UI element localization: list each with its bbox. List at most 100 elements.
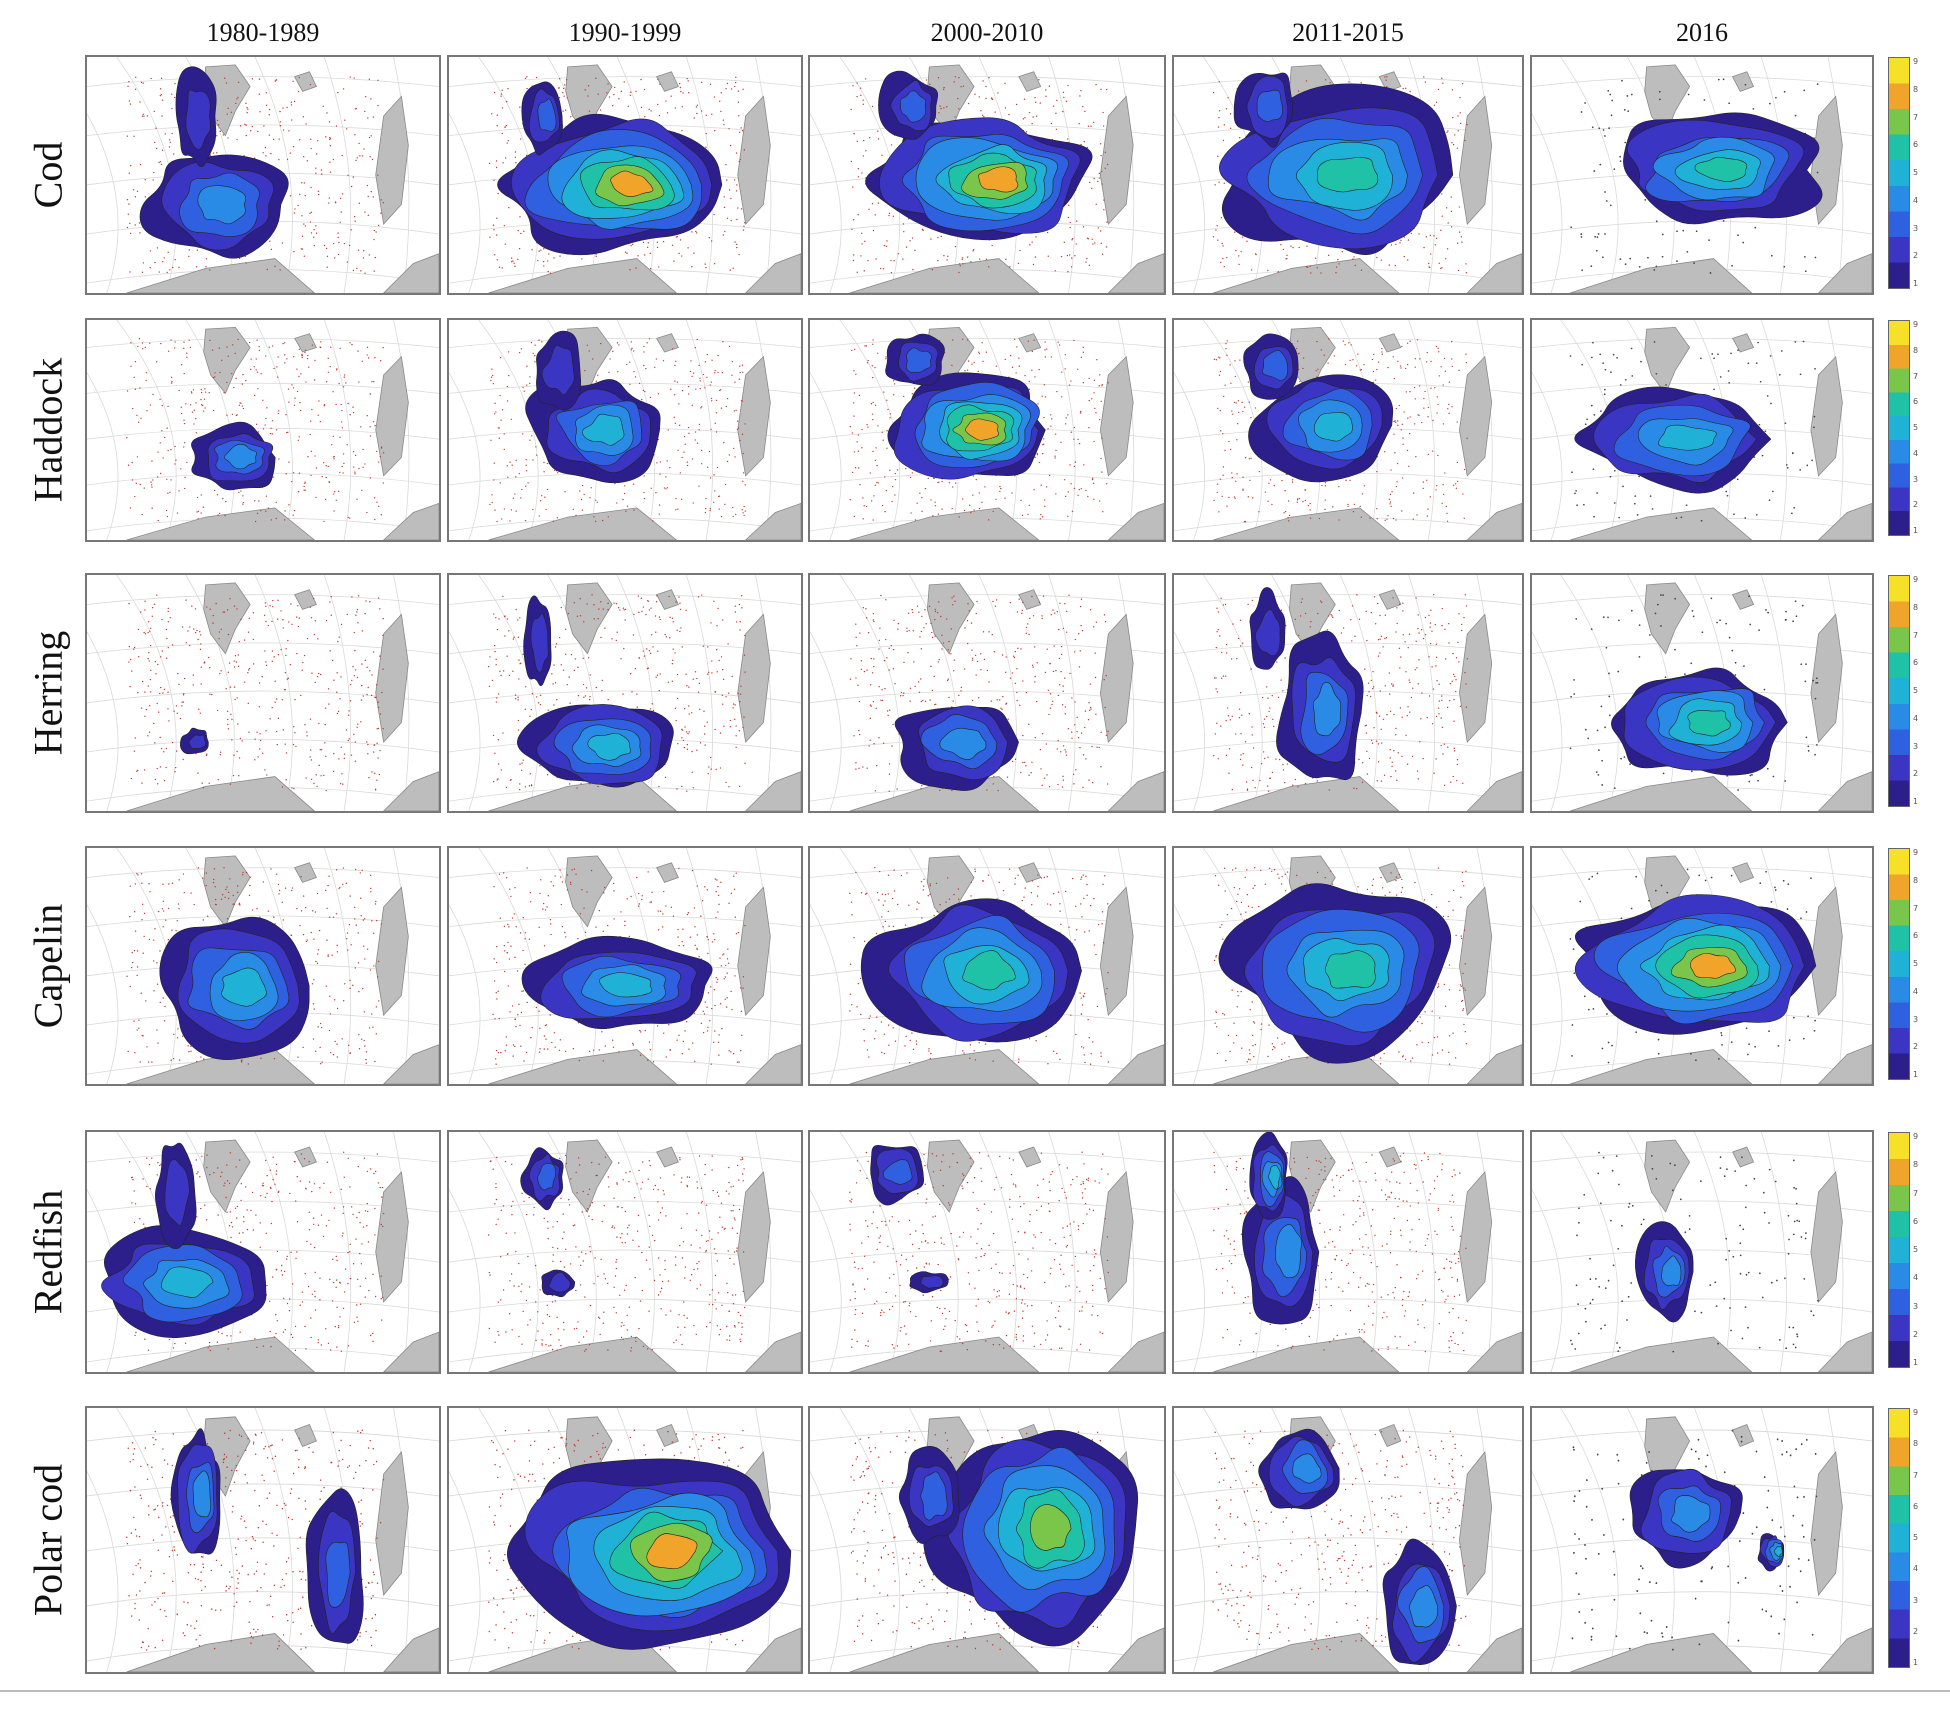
land-masses (1212, 326, 1522, 540)
density-contours (1574, 894, 1817, 1035)
colorbar-tick: 4 (1913, 713, 1919, 723)
land-masses (488, 855, 801, 1084)
contour-level-5 (581, 413, 625, 446)
map-panel-redfish-2016 (1530, 1130, 1874, 1374)
colorbar-tick: 5 (1913, 423, 1919, 432)
colorbar-herring (1888, 575, 1910, 807)
land-masses (126, 855, 439, 1084)
contour-level-2 (188, 734, 206, 749)
map-panel-capelin-1990-1999 (447, 846, 803, 1086)
colorbar-tick: 2 (1913, 1626, 1919, 1636)
map-panel-cod-2016 (1530, 55, 1874, 295)
map-panel-polar-cod-2011-2015 (1172, 1406, 1524, 1674)
map-panel-capelin-2016 (1530, 846, 1874, 1086)
contour-level-5 (1313, 412, 1353, 442)
colorbar-tick: 3 (1913, 223, 1919, 233)
density-contours (1243, 333, 1394, 483)
station-dots (1570, 1151, 1819, 1353)
map-panel-cod-2000-2010 (808, 55, 1166, 295)
contour-level-8 (965, 418, 1000, 441)
bottom-rule (0, 1690, 1950, 1692)
land-masses (126, 64, 439, 293)
density-contours (898, 1430, 1139, 1647)
colorbar-redfish (1888, 1132, 1910, 1368)
colorbar-tick: 8 (1913, 602, 1919, 612)
density-contours (525, 330, 661, 484)
contour-level-4 (1275, 1224, 1302, 1279)
density-contours (507, 1458, 792, 1650)
contour-level-3 (537, 1163, 557, 1191)
contour-level-3 (325, 1541, 351, 1608)
colorbar-tick: 2 (1913, 500, 1919, 510)
colorbar-tick: 2 (1913, 251, 1919, 261)
density-contours (1623, 112, 1823, 225)
density-contours (521, 935, 713, 1030)
map-panel-cod-1990-1999 (447, 55, 803, 295)
map-panel-cod-1980-1989 (85, 55, 441, 295)
colorbar-tick: 8 (1913, 875, 1919, 885)
land-masses (849, 582, 1164, 811)
colorbar-tick: 1 (1913, 279, 1919, 288)
colorbar-tick: 9 (1913, 1408, 1919, 1417)
contour-level-4 (1661, 1255, 1682, 1286)
contour-level-4 (1409, 1585, 1438, 1628)
station-dots (128, 594, 384, 792)
colorbar-tick: 4 (1913, 1564, 1919, 1574)
map-panel-haddock-2011-2015 (1172, 318, 1524, 542)
colorbar-tick: 7 (1913, 630, 1919, 640)
colorbar-tick: 9 (1913, 1132, 1919, 1141)
contour-level-7 (1030, 1504, 1072, 1551)
colorbar-tick: 7 (1913, 112, 1919, 122)
land-masses (1212, 1139, 1522, 1372)
contour-level-5 (1658, 424, 1717, 451)
contour-level-2 (185, 89, 211, 150)
colorbar-tick: 2 (1913, 769, 1919, 779)
colorbar-tick: 6 (1913, 931, 1919, 941)
colorbar-tick: 7 (1913, 371, 1919, 381)
contour-level-3 (920, 1471, 948, 1521)
land-masses (849, 64, 1164, 293)
land-masses (126, 1416, 439, 1672)
contour-level-6 (1317, 157, 1379, 193)
land-masses (1570, 582, 1872, 811)
contour-level-6 (1324, 950, 1376, 989)
density-contours (870, 1144, 949, 1294)
map-panel-cod-2011-2015 (1172, 55, 1524, 295)
density-contours (1635, 1221, 1694, 1323)
contour-level-4 (197, 185, 247, 225)
colorbar-tick: 1 (1913, 1658, 1919, 1667)
contour-level-4 (223, 444, 257, 470)
colorbar-tick: 1 (1913, 1358, 1919, 1367)
contour-level-4 (939, 727, 987, 760)
colorbar-tick: 3 (1913, 1301, 1919, 1311)
density-contours (1218, 883, 1452, 1064)
colorbar-tick: 5 (1913, 168, 1919, 177)
density-contours (139, 66, 289, 259)
contour-level-4 (1292, 1453, 1322, 1484)
colorbar-tick: 9 (1913, 57, 1919, 66)
colorbar-tick: 2 (1913, 1329, 1919, 1339)
colorbar-tick: 3 (1913, 1014, 1919, 1024)
map-panel-redfish-1980-1989 (85, 1130, 441, 1374)
land-masses (126, 1139, 439, 1372)
colorbar-tick: 3 (1913, 474, 1919, 484)
colorbar-tick: 8 (1913, 84, 1919, 94)
colorbar-tick: 6 (1913, 1216, 1919, 1226)
map-panel-polar-cod-1990-1999 (447, 1406, 803, 1674)
density-contours (1574, 386, 1772, 494)
density-contours (101, 1142, 267, 1338)
land-masses (126, 582, 439, 811)
map-panel-haddock-1980-1989 (85, 318, 441, 542)
land-masses (1212, 582, 1522, 811)
colorbar-tick: 4 (1913, 448, 1919, 458)
land-masses (488, 64, 801, 293)
contour-level-5 (1268, 1164, 1281, 1190)
contour-level-8 (646, 1533, 698, 1570)
contour-level-5 (587, 732, 632, 761)
graticule (87, 320, 439, 540)
map-panel-haddock-1990-1999 (447, 318, 803, 542)
density-contours (860, 898, 1082, 1043)
density-contours (1219, 72, 1454, 255)
map-panel-polar-cod-2000-2010 (808, 1406, 1166, 1674)
colorbar-polar-cod (1888, 1408, 1910, 1668)
